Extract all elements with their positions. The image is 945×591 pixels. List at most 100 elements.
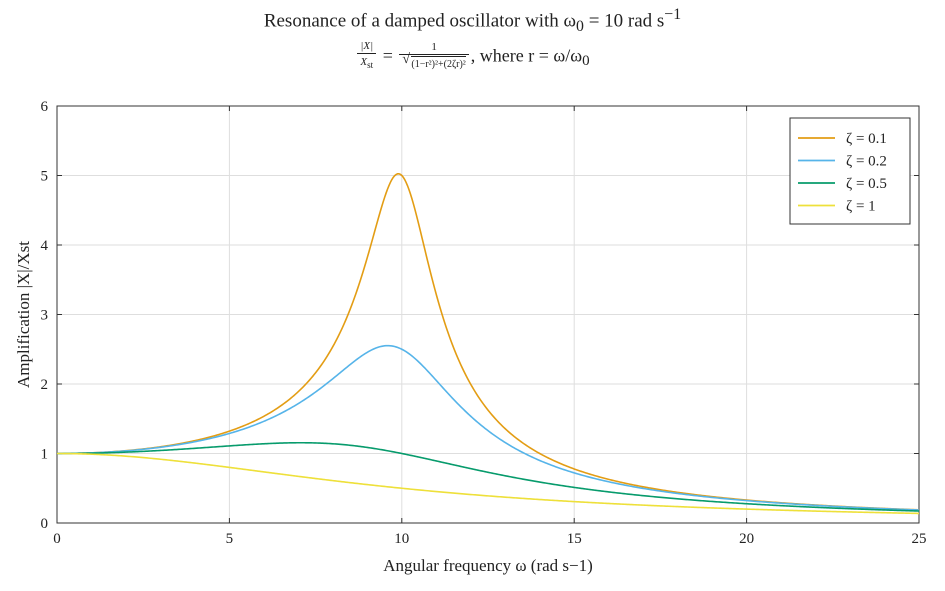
data-point — [228, 466, 230, 468]
data-point — [539, 451, 541, 453]
data-point — [676, 505, 678, 507]
data-point — [780, 502, 782, 504]
data-point — [780, 507, 782, 509]
x-tick-label: 25 — [912, 531, 927, 547]
y-tick-label: 1 — [41, 447, 49, 463]
data-point — [297, 475, 299, 477]
formula-equals: = — [382, 45, 393, 66]
data-point — [366, 353, 368, 355]
data-point — [418, 456, 420, 458]
data-point — [349, 481, 351, 483]
data-point — [125, 455, 127, 457]
data-point — [435, 491, 437, 493]
data-point — [711, 495, 713, 497]
chart-title-sub: 0 — [576, 18, 584, 36]
data-point — [849, 511, 851, 513]
data-point — [711, 502, 713, 504]
data-point — [332, 443, 334, 445]
data-point — [470, 381, 472, 383]
data-point — [435, 378, 437, 380]
y-tick-label: 6 — [41, 99, 49, 115]
data-point — [194, 441, 196, 443]
data-point — [159, 449, 161, 451]
data-point — [194, 447, 196, 449]
data-point — [711, 507, 713, 509]
data-point — [504, 475, 506, 477]
legend-label-3: ζ = 0.5 — [846, 176, 887, 192]
data-point — [366, 448, 368, 450]
formula-lhs-fraction: |X| Xst — [357, 40, 377, 72]
y-tick-label: 4 — [41, 238, 49, 254]
legend-label-4: ζ = 1 — [846, 199, 876, 215]
formula-sqrt: √ (1−r²)²+(2ζr)² — [402, 51, 466, 72]
data-point — [159, 446, 161, 448]
formula-where-sub: 0 — [582, 52, 590, 69]
data-point — [194, 462, 196, 464]
formula-where: , where r = ω/ω — [470, 45, 583, 66]
y-axis-label: Amplification |X|/Xst — [14, 241, 33, 388]
data-point — [814, 504, 816, 506]
data-point — [349, 310, 351, 312]
data-point — [125, 451, 127, 453]
data-point — [401, 487, 403, 489]
formula-lhs-denominator: Xst — [357, 54, 376, 72]
x-tick-label: 15 — [567, 531, 582, 547]
data-point — [435, 459, 437, 461]
data-point — [297, 390, 299, 392]
data-point — [297, 407, 299, 409]
data-point — [607, 477, 609, 479]
data-point — [263, 470, 265, 472]
data-point — [263, 422, 265, 424]
formula-sqrt-content: (1−r²)²+(2ζr)² — [411, 55, 466, 72]
chart-title-eq: = 10 rad s — [583, 10, 665, 32]
y-tick-label: 0 — [41, 516, 49, 532]
chart-subtitle-formula: |X| Xst = 1 √ (1−r²)²+(2ζr)² , where r = … — [0, 40, 945, 72]
x-tick-label: 20 — [739, 531, 754, 547]
data-point — [435, 288, 437, 290]
data-point — [814, 508, 816, 510]
chart-title-main: Resonance of a damped oscillator with ω — [263, 10, 577, 32]
formula-lhs-den-var: X — [360, 56, 368, 68]
data-point — [504, 435, 506, 437]
data-point — [418, 224, 420, 226]
data-point — [90, 453, 92, 455]
data-point — [159, 458, 161, 460]
data-point — [401, 174, 403, 176]
data-point — [366, 260, 368, 262]
data-point — [470, 467, 472, 469]
data-point — [401, 348, 403, 350]
data-point — [383, 450, 385, 452]
sqrt-sign-icon: √ — [402, 51, 411, 67]
data-point — [470, 411, 472, 413]
data-point — [297, 442, 299, 444]
data-point — [676, 500, 678, 502]
data-point — [263, 415, 265, 417]
data-point — [745, 508, 747, 510]
data-point — [418, 359, 420, 361]
data-point — [332, 479, 334, 481]
data-point — [228, 430, 230, 432]
data-point — [383, 345, 385, 347]
data-point — [573, 500, 575, 502]
data-point — [918, 512, 920, 514]
legend-label-1: ζ = 0.1 — [846, 131, 887, 147]
data-point — [642, 484, 644, 486]
data-point — [607, 502, 609, 504]
formula-rhs-fraction: 1 √ (1−r²)²+(2ζr)² — [399, 41, 469, 72]
data-point — [539, 498, 541, 500]
x-tick-label: 0 — [53, 531, 61, 547]
data-point — [349, 369, 351, 371]
data-point — [228, 433, 230, 435]
series-line-4 — [57, 452, 920, 515]
data-point — [642, 504, 644, 506]
data-point — [228, 445, 230, 447]
formula-rhs-denominator: √ (1−r²)²+(2ζr)² — [399, 51, 468, 72]
data-point — [642, 496, 644, 498]
data-point — [573, 466, 575, 468]
data-point — [383, 210, 385, 212]
data-point — [401, 452, 403, 454]
formula-lhs-den-sub: st — [367, 60, 374, 71]
data-point — [745, 504, 747, 506]
x-axis-label: Angular frequency ω (rad s−1) — [383, 556, 593, 575]
y-tick-label: 2 — [41, 377, 49, 393]
